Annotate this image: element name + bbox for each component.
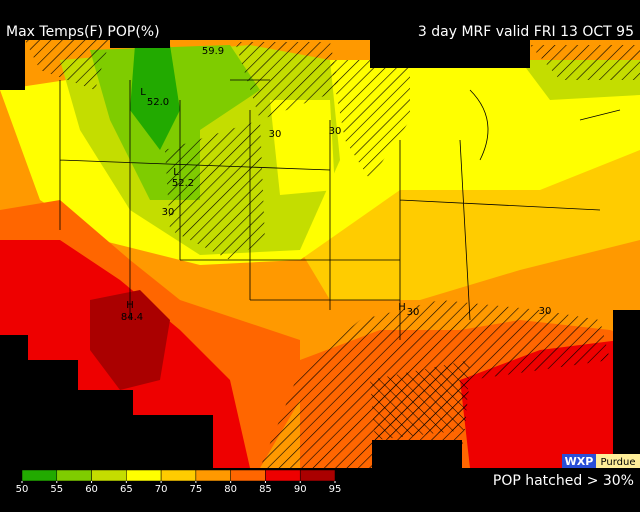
colorbar-swatch	[195, 469, 231, 482]
colorbar-label: 60	[85, 484, 98, 495]
temp-region	[270, 100, 335, 195]
map-label: 59.9	[202, 46, 224, 57]
colorbar-label: 90	[294, 484, 307, 495]
colorbar-label: 75	[190, 484, 203, 495]
logo: WXP	[565, 455, 594, 468]
logo-sub: Purdue	[601, 457, 636, 468]
colorbar-label: 95	[329, 484, 342, 495]
colorbar-swatch	[21, 469, 58, 482]
map-label: 52.2	[172, 178, 194, 189]
colorbar-swatch	[91, 469, 127, 482]
logo-sub-box	[596, 454, 640, 468]
pop-hatching	[25, 40, 640, 468]
colorbar: 50 55 60 65 70 75 80 85 90 95	[16, 469, 342, 495]
map-label: 84.4	[121, 312, 143, 323]
map-label: 30	[407, 307, 420, 318]
colorbar-label: 85	[259, 484, 272, 495]
black-mask	[0, 40, 640, 468]
colorbar-label: 80	[224, 484, 237, 495]
colorbar-label: 50	[16, 484, 29, 495]
colorbar-swatch	[160, 469, 197, 482]
colorbar-swatch	[265, 469, 301, 482]
map-label: H	[126, 300, 134, 311]
map-label: 30	[162, 207, 175, 218]
state-lines	[59, 79, 621, 340]
temp-region	[90, 290, 170, 390]
valid-time: 3 day MRF valid FRI 13 OCT 95	[418, 24, 634, 40]
map-label: 52.0	[147, 97, 169, 108]
colorbar-swatch	[56, 469, 92, 482]
map-label: L	[140, 87, 146, 98]
colorbar-label: 55	[50, 484, 63, 495]
map-label: 30	[539, 306, 552, 317]
colorbar-swatch	[126, 469, 162, 482]
colorbar-swatch	[299, 469, 336, 482]
logo-box	[562, 454, 596, 468]
temp-region	[460, 210, 560, 260]
map-label: H	[398, 302, 406, 313]
map-label: L	[173, 167, 179, 178]
colorbar-label: 65	[120, 484, 133, 495]
colorbar-label: 70	[155, 484, 168, 495]
map-title: Max Temps(F) POP(%)	[6, 24, 160, 40]
pop-note: POP hatched > 30%	[493, 473, 634, 489]
map-label: 30	[329, 126, 342, 137]
map-label: 30	[269, 129, 282, 140]
colorbar-swatch	[230, 469, 266, 482]
temp-region	[130, 45, 180, 150]
